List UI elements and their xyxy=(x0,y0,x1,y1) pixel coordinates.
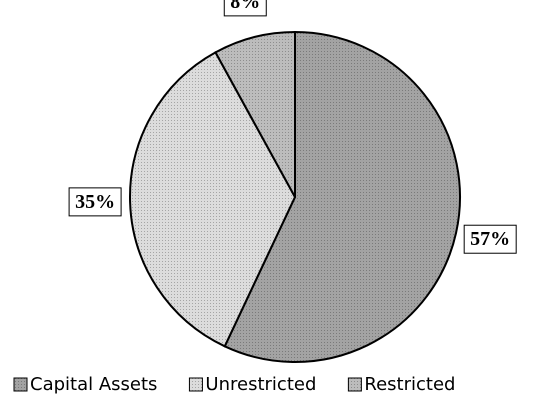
legend-swatch-texture xyxy=(189,378,203,391)
data-label-text: 57% xyxy=(470,228,510,250)
slice-texture xyxy=(224,32,460,363)
data-label-box xyxy=(223,0,267,17)
legend-label: Unrestricted xyxy=(205,374,316,395)
legend-label: Restricted xyxy=(364,374,455,395)
data-label-text: 35% xyxy=(75,191,115,213)
slice-texture xyxy=(129,52,295,347)
data-label: 57% xyxy=(463,224,517,254)
data-label-box xyxy=(463,224,517,254)
data-label-box xyxy=(68,187,122,217)
data-label: 35% xyxy=(68,187,122,217)
legend-swatch-texture xyxy=(14,378,27,391)
legend-label: Capital Assets xyxy=(30,374,157,395)
data-label-text: 8% xyxy=(230,0,260,13)
data-label: 8% xyxy=(223,0,267,17)
legend-swatch-texture xyxy=(348,378,362,391)
slice-texture xyxy=(215,32,295,197)
